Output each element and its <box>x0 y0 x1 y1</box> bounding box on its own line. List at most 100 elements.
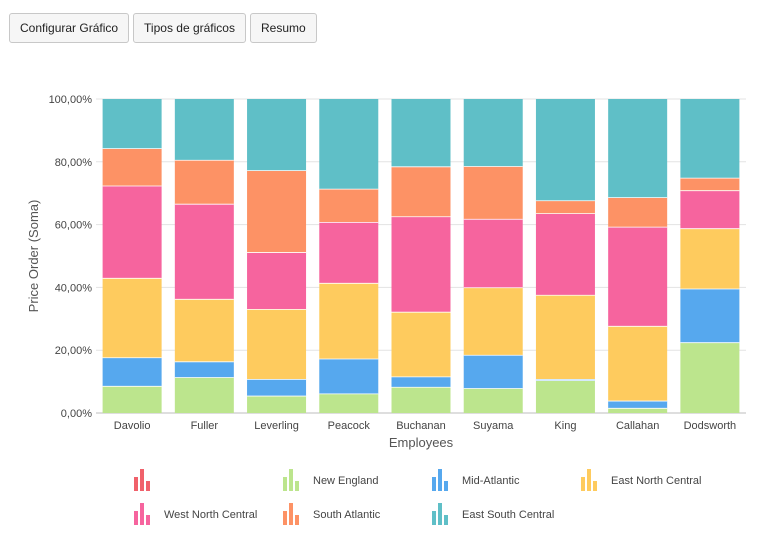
bar-segment-callahan-6[interactable] <box>608 99 668 198</box>
bar-segment-dodsworth-1[interactable] <box>680 342 740 413</box>
bar-segment-dodsworth-6[interactable] <box>680 99 740 179</box>
bar-segment-leverling-5[interactable] <box>247 170 307 253</box>
y-axis-title: Price Order (Soma) <box>26 200 41 313</box>
bar-segment-callahan-3[interactable] <box>608 326 668 402</box>
x-tick-label: Davolio <box>114 420 151 432</box>
legend-item[interactable]: East North Central <box>581 469 701 491</box>
legend-label: East South Central <box>462 509 554 521</box>
bar-segment-buchanan-3[interactable] <box>391 312 451 377</box>
legend-swatch-icon <box>581 477 585 491</box>
bar-segment-callahan-5[interactable] <box>608 197 668 228</box>
chart-types-button[interactable]: Tipos de gráficos <box>133 13 246 43</box>
bar-segment-leverling-1[interactable] <box>247 396 307 413</box>
x-tick-label: Buchanan <box>396 420 446 432</box>
bar-segment-peacock-5[interactable] <box>319 189 379 223</box>
legend-item[interactable]: New England <box>283 469 378 491</box>
bar-segment-davolio-6[interactable] <box>102 99 162 149</box>
bar-segment-suyama-6[interactable] <box>463 99 523 167</box>
bar-segment-fuller-1[interactable] <box>174 377 234 413</box>
bar-segment-king-6[interactable] <box>535 99 595 201</box>
legend-swatch-icon <box>140 503 144 525</box>
bar-segment-fuller-3[interactable] <box>174 299 234 362</box>
bar-segment-buchanan-6[interactable] <box>391 99 451 167</box>
legend-item[interactable]: Mid-Atlantic <box>432 469 520 491</box>
bar-segment-peacock-3[interactable] <box>319 283 379 359</box>
x-tick-label: Peacock <box>328 420 371 432</box>
x-tick-label: Leverling <box>254 420 299 432</box>
bar-segment-davolio-1[interactable] <box>102 386 162 413</box>
legend-swatch-icon <box>140 469 144 491</box>
legend-label: Mid-Atlantic <box>462 475 520 487</box>
bar-segment-davolio-2[interactable] <box>102 357 162 387</box>
legend-swatch-icon <box>289 503 293 525</box>
legend-label: West North Central <box>164 509 257 521</box>
bar-segment-davolio-3[interactable] <box>102 278 162 358</box>
x-axis-title: Employees <box>389 435 454 450</box>
bar-segment-fuller-2[interactable] <box>174 361 234 378</box>
bar-segment-suyama-2[interactable] <box>463 355 523 389</box>
bar-segment-fuller-5[interactable] <box>174 160 234 205</box>
legend-swatch-icon <box>587 469 591 491</box>
legend-label: East North Central <box>611 475 701 487</box>
bar-segment-dodsworth-2[interactable] <box>680 288 740 343</box>
y-tick-label: 60,00% <box>55 220 93 232</box>
legend-item[interactable] <box>134 469 150 491</box>
legend-item[interactable]: West North Central <box>134 503 257 525</box>
bar-segment-king-5[interactable] <box>535 200 595 214</box>
y-tick-label: 0,00% <box>61 408 92 420</box>
legend-swatch-icon <box>134 511 138 525</box>
legend-item[interactable]: South Atlantic <box>283 503 381 525</box>
bar-segment-suyama-3[interactable] <box>463 287 523 356</box>
bar-segment-buchanan-2[interactable] <box>391 376 451 388</box>
legend-swatch-icon <box>289 469 293 491</box>
bar-segment-king-1[interactable] <box>535 380 595 413</box>
bar-segment-king-3[interactable] <box>535 295 595 380</box>
bar-segment-king-2[interactable] <box>535 379 595 381</box>
bar-segment-fuller-6[interactable] <box>174 99 234 161</box>
legend-swatch-icon <box>146 481 150 491</box>
legend-swatch-icon <box>444 515 448 525</box>
legend-swatch-icon <box>432 477 436 491</box>
bar-segment-dodsworth-3[interactable] <box>680 228 740 289</box>
bar-segment-peacock-2[interactable] <box>319 358 379 394</box>
bar-segment-callahan-1[interactable] <box>608 408 668 413</box>
legend-swatch-icon <box>146 515 150 525</box>
bar-segment-buchanan-4[interactable] <box>391 216 451 313</box>
y-tick-label: 20,00% <box>55 345 93 357</box>
bar-segment-suyama-4[interactable] <box>463 219 523 288</box>
x-tick-label: Fuller <box>191 420 219 432</box>
bar-segment-peacock-1[interactable] <box>319 393 379 413</box>
bar-segment-peacock-4[interactable] <box>319 222 379 284</box>
legend-label: South Atlantic <box>313 509 381 521</box>
x-tick-label: Callahan <box>616 420 659 432</box>
bar-segment-leverling-2[interactable] <box>247 379 307 397</box>
bar-segment-leverling-3[interactable] <box>247 309 307 380</box>
bar-segment-suyama-5[interactable] <box>463 166 523 220</box>
bar-segment-buchanan-1[interactable] <box>391 387 451 413</box>
legend-swatch-icon <box>283 477 287 491</box>
legend-swatch-icon <box>432 511 436 525</box>
y-tick-label: 40,00% <box>55 282 93 294</box>
bar-segment-suyama-1[interactable] <box>463 388 523 413</box>
bar-segment-leverling-4[interactable] <box>247 252 307 310</box>
bar-segment-davolio-5[interactable] <box>102 148 162 186</box>
bar-segment-king-4[interactable] <box>535 213 595 296</box>
x-tick-label: Dodsworth <box>684 420 737 432</box>
bar-segment-leverling-6[interactable] <box>247 99 307 171</box>
legend-swatch-icon <box>593 481 597 491</box>
summary-button[interactable]: Resumo <box>249 13 317 43</box>
legend-swatch-icon <box>438 503 442 525</box>
bar-segment-callahan-4[interactable] <box>608 227 668 327</box>
bar-segment-dodsworth-4[interactable] <box>680 190 740 229</box>
bar-segment-davolio-4[interactable] <box>102 185 162 279</box>
legend-swatch-icon <box>444 481 448 491</box>
bar-segment-callahan-2[interactable] <box>608 401 668 409</box>
bar-segment-peacock-6[interactable] <box>319 99 379 190</box>
bar-segment-fuller-4[interactable] <box>174 204 234 300</box>
legend-swatch-icon <box>438 469 442 491</box>
bar-segment-buchanan-5[interactable] <box>391 166 451 217</box>
bar-segment-dodsworth-5[interactable] <box>680 178 740 191</box>
configure-chart-button[interactable]: Configurar Gráfico <box>9 13 130 43</box>
legend-item[interactable]: East South Central <box>432 503 554 525</box>
legend-swatch-icon <box>295 515 299 525</box>
